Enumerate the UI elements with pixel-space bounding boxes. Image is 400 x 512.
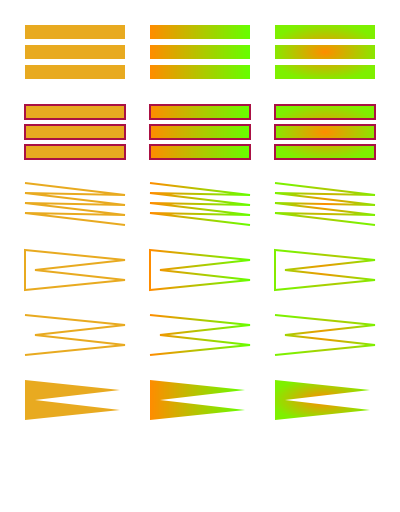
shape-grid xyxy=(24,25,376,420)
stroked-bar-group xyxy=(274,104,376,160)
stroked-bars-radial-gradient xyxy=(274,104,376,160)
filled-bars-solid-fill xyxy=(25,25,125,79)
filled-arrow-radial-gradient xyxy=(275,380,370,420)
stroked-bar-group xyxy=(149,104,251,160)
filled-arrow-solid-fill xyxy=(25,380,120,420)
zigzag-polyline xyxy=(274,314,376,356)
stroked-bars-solid-fill xyxy=(24,104,126,160)
triangle-outline-linear-gradient xyxy=(149,248,251,292)
stroked-bar-group xyxy=(24,104,126,160)
filled-bar-group xyxy=(25,25,125,79)
triangle-outline xyxy=(24,248,126,292)
filled-bar-group xyxy=(150,25,250,79)
zigzag-lines-solid-fill xyxy=(24,182,126,226)
zigzag-line xyxy=(149,182,251,226)
zigzag-polyline-solid-fill xyxy=(24,314,126,356)
zigzag-polyline xyxy=(24,314,126,356)
filled-bar-group xyxy=(275,25,375,79)
filled-arrow xyxy=(275,380,370,420)
triangle-outline xyxy=(274,248,376,292)
zigzag-lines-linear-gradient xyxy=(149,182,251,226)
filled-arrow-linear-gradient xyxy=(150,380,245,420)
zigzag-line xyxy=(274,182,376,226)
filled-arrow xyxy=(150,380,245,420)
zigzag-polyline-radial-gradient xyxy=(274,314,376,356)
zigzag-polyline xyxy=(149,314,251,356)
triangle-outline-solid-fill xyxy=(24,248,126,292)
stroked-bars-linear-gradient xyxy=(149,104,251,160)
filled-bars-linear-gradient xyxy=(150,25,250,79)
triangle-outline-radial-gradient xyxy=(274,248,376,292)
zigzag-polyline-linear-gradient xyxy=(149,314,251,356)
zigzag-line xyxy=(24,182,126,226)
triangle-outline xyxy=(149,248,251,292)
filled-bars-radial-gradient xyxy=(275,25,375,79)
zigzag-lines-radial-gradient xyxy=(274,182,376,226)
filled-arrow xyxy=(25,380,120,420)
